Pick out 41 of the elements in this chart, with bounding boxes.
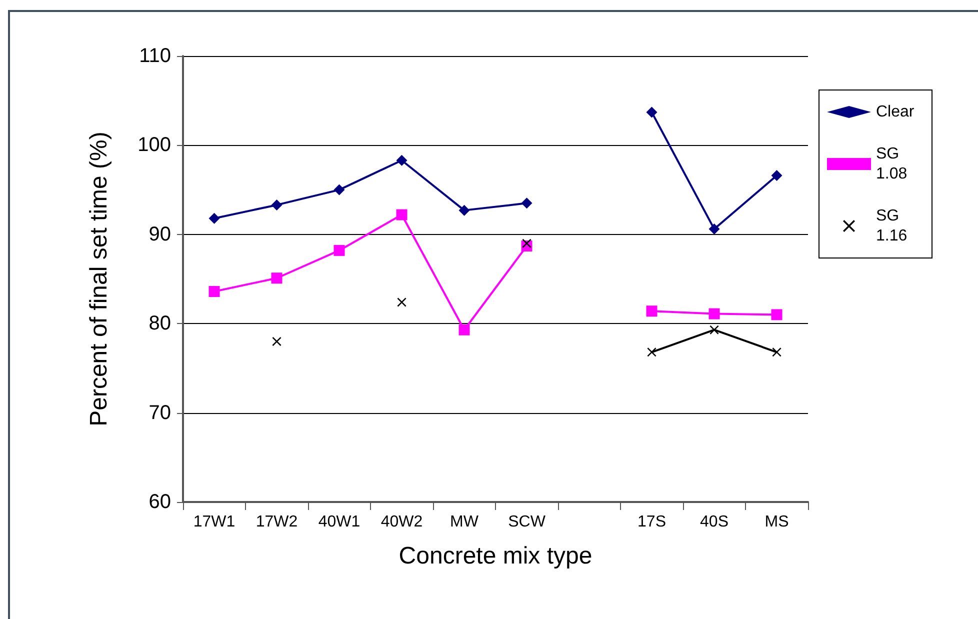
x-tick-label: SCW [508,514,546,530]
point [772,348,782,357]
legend-label: SG 1.08 [876,146,908,182]
point [708,308,720,320]
y-axis-title: Percent of final set time (%) [86,132,112,426]
y-tick-label: 80 [148,312,171,335]
x-axis-title: Concrete mix type [398,542,592,570]
x-tick-label: 40W1 [318,514,360,530]
point [521,198,532,209]
y-tick-label: 70 [148,402,171,424]
point [771,309,782,320]
point [710,325,719,334]
point [334,244,345,256]
point [646,106,658,118]
point [647,348,656,357]
x-tick-label: MW [450,514,480,530]
y-tick-label: 100 [138,134,171,156]
x-tick-label: 17W1 [193,514,236,530]
y-tick-label: 90 [148,223,171,246]
legend-label: Clear [876,104,915,120]
y-tick-label: 110 [139,45,171,67]
point [271,272,282,284]
point [396,209,408,220]
x-tick-label: 40S [700,514,728,530]
point [646,306,658,317]
point [771,170,782,182]
legend-label: SG 1.16 [876,208,908,244]
point [208,212,220,224]
x-tick-label: 17S [638,514,666,530]
point [271,199,282,210]
point [708,224,720,235]
point [208,286,220,297]
y-tick-label: 60 [148,491,171,513]
x-tick-label: MS [764,514,789,530]
point [272,336,282,346]
x-tick-label: 40W2 [380,514,423,530]
point [458,324,470,336]
point [396,154,408,166]
x-tick-label: 17W2 [256,514,298,530]
point [334,184,345,196]
point [458,204,470,216]
